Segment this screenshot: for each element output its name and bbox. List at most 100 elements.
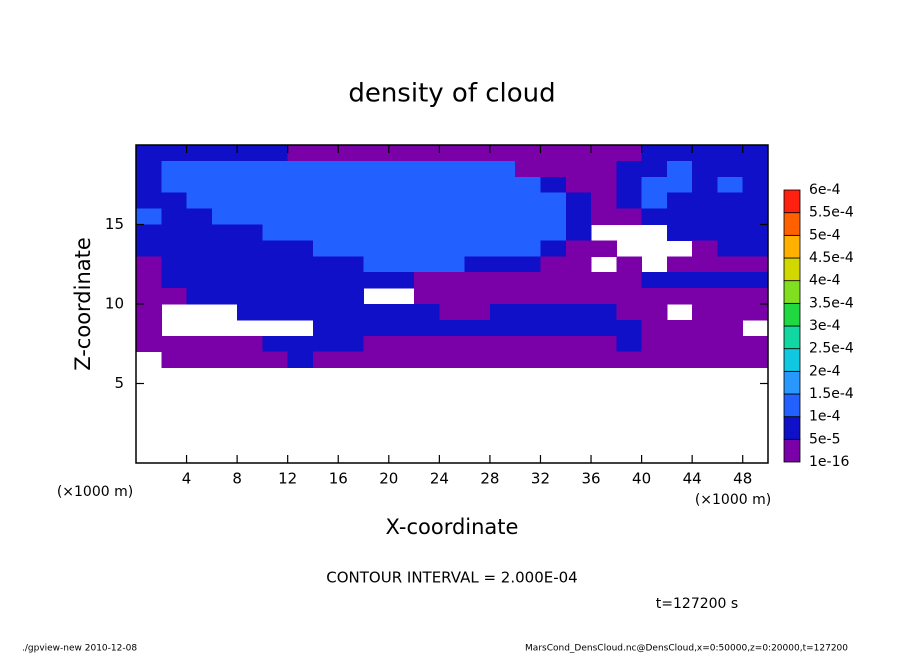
field-cell xyxy=(742,176,769,194)
field-cell xyxy=(489,176,516,194)
field-cell xyxy=(237,176,263,194)
time-label: t=127200 s xyxy=(656,596,738,612)
field-cell xyxy=(515,145,541,162)
field-cell xyxy=(414,208,440,225)
field-cell xyxy=(489,272,516,289)
field-cell xyxy=(363,319,390,337)
field-cell xyxy=(641,288,668,305)
field-cell xyxy=(237,304,263,321)
field-cell xyxy=(287,208,314,225)
field-cell xyxy=(161,192,188,210)
field-cell xyxy=(363,192,390,210)
field-cell xyxy=(338,208,365,225)
field-cell xyxy=(692,351,718,369)
field-cell xyxy=(464,304,491,321)
field-cell xyxy=(338,272,365,289)
field-cell xyxy=(717,208,744,225)
field-cell xyxy=(565,145,592,162)
colorbar-box xyxy=(783,234,801,259)
field-cell xyxy=(414,145,440,162)
colorbar-box xyxy=(783,348,801,372)
field-cell xyxy=(439,145,466,162)
field-cell xyxy=(388,145,415,162)
field-cell xyxy=(464,224,491,241)
colorbar-label: 1.5e-4 xyxy=(809,386,854,402)
field-cell xyxy=(464,240,491,257)
field-cell xyxy=(464,160,491,178)
field-cell xyxy=(565,256,592,273)
field-cell xyxy=(161,176,188,194)
colorbar-label: 4.5e-4 xyxy=(809,250,854,266)
field-cell xyxy=(565,288,592,305)
field-cell xyxy=(414,192,440,210)
field-cell xyxy=(136,256,162,273)
field-cell xyxy=(363,176,390,194)
field-cell xyxy=(641,192,668,210)
field-cell xyxy=(464,319,491,337)
field-cell xyxy=(136,335,162,353)
field-cell xyxy=(363,160,390,178)
x-unit: (×1000 m) xyxy=(695,492,771,508)
field-cell xyxy=(136,319,162,337)
field-cell xyxy=(338,240,365,257)
colorbar-label: 5e-4 xyxy=(809,227,841,243)
field-cell xyxy=(414,288,440,305)
field-cell xyxy=(464,208,491,225)
field-cell xyxy=(540,288,567,305)
field-cell xyxy=(312,288,339,305)
field-cell xyxy=(591,176,617,194)
field-cell xyxy=(287,145,314,162)
field-cell xyxy=(186,192,213,210)
field-cell xyxy=(161,351,188,369)
colorbar-box xyxy=(783,370,801,395)
field-cell xyxy=(186,288,213,305)
field-cell xyxy=(388,160,415,178)
colorbar-box xyxy=(783,212,801,236)
field-cell xyxy=(161,272,188,289)
field-cell xyxy=(591,208,617,225)
field-cell xyxy=(414,319,440,337)
field-cell xyxy=(211,288,238,305)
colorbar-box xyxy=(783,393,801,418)
field-cell xyxy=(742,335,769,353)
field-cell xyxy=(515,224,541,241)
field-cell xyxy=(186,224,213,241)
field-cell xyxy=(338,256,365,273)
field-cell xyxy=(287,224,314,241)
field-cell xyxy=(211,192,238,210)
field-cell xyxy=(388,192,415,210)
field-cell xyxy=(515,319,541,337)
field-cell xyxy=(666,335,693,353)
field-cell xyxy=(136,224,162,241)
field-cell xyxy=(338,304,365,321)
field-cell xyxy=(439,240,466,257)
field-cell xyxy=(591,192,617,210)
field-cell xyxy=(161,256,188,273)
field-cell xyxy=(742,351,769,369)
field-cell xyxy=(565,192,592,210)
field-cell xyxy=(540,304,567,321)
y-tick-label: 15 xyxy=(105,215,124,233)
field-cell xyxy=(641,319,668,337)
field-cell xyxy=(262,240,289,257)
field-cell xyxy=(338,145,365,162)
field-cell xyxy=(591,335,617,353)
field-cell xyxy=(312,145,339,162)
field-cell xyxy=(237,240,263,257)
field-cell xyxy=(742,224,769,241)
field-cell xyxy=(161,240,188,257)
x-tick-label: 24 xyxy=(430,470,449,488)
field-cell xyxy=(515,351,541,369)
field-cell xyxy=(717,240,744,257)
field-cell xyxy=(540,319,567,337)
field-cell xyxy=(312,256,339,273)
field-cell xyxy=(742,240,769,257)
field-cell xyxy=(414,240,440,257)
field-cell xyxy=(262,272,289,289)
field-cell xyxy=(717,351,744,369)
field-cell xyxy=(414,272,440,289)
field-cell xyxy=(211,335,238,353)
field-cell xyxy=(515,335,541,353)
field-cell xyxy=(439,288,466,305)
field-cell xyxy=(237,160,263,178)
